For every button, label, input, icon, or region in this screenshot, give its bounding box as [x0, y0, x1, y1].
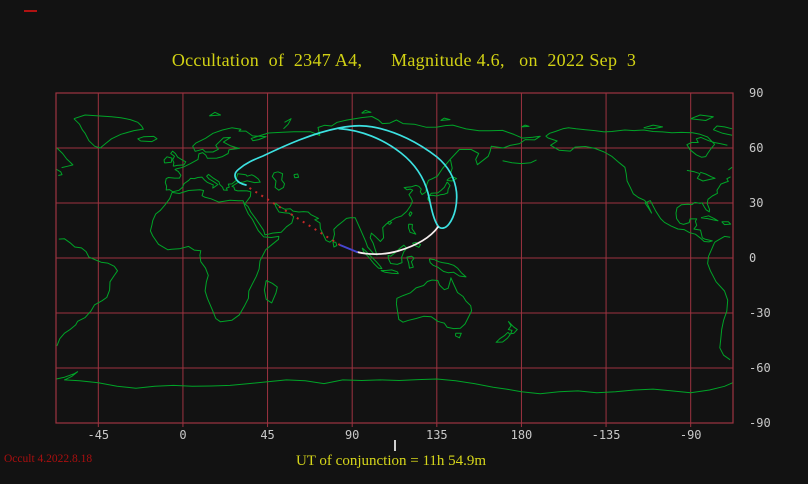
map-border	[55, 92, 734, 424]
coastline-ireland	[163, 156, 173, 164]
coastline-south-america	[713, 235, 731, 244]
daylight-dotted-segment	[247, 186, 341, 246]
coastline-madagascar	[263, 280, 278, 304]
conjunction-tick	[394, 440, 396, 451]
coastline-iceland	[137, 135, 158, 143]
lon-label--45: -45	[87, 428, 110, 442]
grid-lines	[56, 93, 733, 427]
coastline-new-guinea	[428, 258, 467, 278]
coastline-novaya-zemlya	[283, 118, 292, 130]
version-label: Occult 4.2022.8.18	[4, 453, 93, 465]
coastline-eurasia	[164, 116, 541, 256]
coastline-borneo	[387, 244, 408, 265]
coastline-aleutians	[502, 159, 537, 165]
coastline-north-america	[545, 127, 728, 158]
coastline-nz-north	[507, 320, 518, 335]
corner-dash	[24, 10, 37, 12]
coastline-africa	[149, 189, 280, 323]
coastline-wrangel	[521, 124, 530, 128]
lat-label-0: 0	[749, 251, 757, 265]
coastline-caspian-sea	[271, 171, 285, 191]
occultation-path	[234, 124, 458, 255]
coastline-severnaya-zemlya	[361, 109, 372, 114]
coastlines	[55, 109, 733, 395]
lon-label-45: 45	[260, 428, 275, 442]
lat-label-60: 60	[749, 141, 764, 155]
coastline-cuba	[700, 215, 719, 222]
night-segment	[356, 226, 439, 255]
coastline-sumatra	[361, 247, 383, 270]
coastline-honshu	[428, 181, 451, 197]
coastline-australia	[395, 277, 473, 330]
coastline-victoria-island	[643, 124, 663, 130]
coastline-java	[380, 269, 399, 275]
coastline-greenland	[73, 114, 144, 149]
coastline-north-america	[56, 147, 74, 169]
lon-label-0: 0	[179, 428, 187, 442]
coastline-hokkaido	[446, 176, 458, 182]
coastline-sulawesi	[406, 255, 415, 269]
lon-label-180: 180	[510, 428, 533, 442]
coastline-hispaniola	[721, 221, 732, 226]
lon-label-135: 135	[425, 428, 448, 442]
coastline-aral-sea	[293, 173, 300, 179]
coastline-tasmania	[455, 332, 462, 339]
lat-label--30: -30	[749, 306, 771, 320]
coastline-north-america	[55, 168, 63, 176]
lat-label--60: -60	[749, 361, 771, 375]
coastline-baffin	[713, 129, 733, 136]
coastline-luzon	[408, 223, 417, 235]
coastline-great-lakes	[686, 169, 716, 182]
lat-label-30: 30	[749, 196, 764, 210]
twilight-blue-segment	[339, 244, 358, 253]
coastline-south-america	[707, 243, 731, 361]
coastline-sakhalin	[449, 159, 453, 174]
coastline-new-siberian-is	[440, 117, 451, 121]
visibility-loop	[234, 124, 458, 230]
coastline-south-america	[56, 238, 118, 347]
conjunction-label: UT of conjunction = 11h 54.9m	[295, 453, 487, 469]
coastline-uk	[170, 150, 187, 167]
coastline-taiwan	[408, 211, 413, 217]
coastline-svalbard	[209, 111, 221, 117]
coastline-nz-south	[495, 331, 511, 343]
coastline-antarctica	[56, 371, 733, 395]
coastline-north-america	[547, 137, 731, 243]
coastline-baffin	[712, 125, 733, 131]
lat-label--90: -90	[749, 416, 771, 430]
lat-label-90: 90	[749, 86, 764, 100]
coastline-hainan	[387, 220, 393, 225]
lon-label--90: -90	[679, 428, 702, 442]
page-title: Occultation of 2347 A4, Magnitude 4.6, o…	[171, 50, 637, 70]
lon-label-90: 90	[344, 428, 360, 442]
coastline-ellesmere	[690, 114, 714, 121]
coastline-sri-lanka	[332, 241, 338, 248]
lon-label--135: -135	[591, 428, 621, 442]
coastline-north-america	[728, 166, 733, 171]
